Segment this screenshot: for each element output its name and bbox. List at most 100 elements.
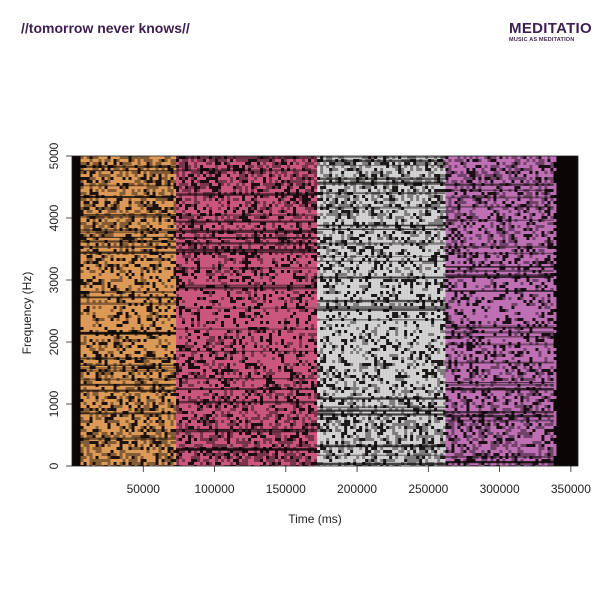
spectrogram-cell [176, 339, 180, 342]
spectrogram-cell [254, 246, 258, 249]
spectrogram-cell [167, 309, 171, 312]
spectrogram-cell [137, 279, 141, 282]
spectrogram-cell [200, 261, 204, 264]
spectrogram-cell [227, 309, 231, 312]
spectrogram-cell [140, 429, 144, 432]
spectrogram-cell [263, 399, 267, 402]
spectrogram-cell [119, 312, 123, 315]
spectrogram-cell [257, 222, 261, 225]
spectrogram-cell [188, 225, 192, 228]
spectrogram-cell [221, 462, 225, 465]
spectrogram-cell [194, 258, 198, 261]
spectrogram-cell [116, 246, 120, 249]
spectrogram-cell [116, 336, 120, 339]
spectrogram-cell [206, 294, 210, 297]
spectrogram-cell [176, 303, 180, 306]
spectrogram-cell [86, 345, 90, 348]
spectrogram-cell [251, 315, 255, 318]
spectrogram-cell [206, 222, 210, 225]
spectrogram-cell [83, 453, 87, 456]
spectrogram-cell [245, 393, 249, 396]
spectrogram-cell [146, 381, 150, 384]
spectrogram-cell [221, 345, 225, 348]
spectrogram-cell [161, 294, 165, 297]
spectrogram-cell [134, 324, 138, 327]
spectrogram-cell [98, 189, 102, 192]
spectrogram-cell [239, 405, 243, 408]
spectrogram-cell [173, 243, 177, 246]
spectrogram-cell [83, 321, 87, 324]
spectrogram-cell [251, 252, 255, 255]
spectrogram-cell [83, 393, 87, 396]
spectrogram-cell [197, 393, 201, 396]
spectrogram-cell [188, 360, 192, 363]
spectrogram-cell [254, 399, 258, 402]
spectrogram-cell [110, 336, 114, 339]
spectrogram-cell [215, 306, 219, 309]
spectrogram-cell [176, 210, 180, 213]
spectrogram-cell [242, 456, 246, 459]
spectrogram-cell [239, 414, 243, 417]
spectrogram-cell [215, 324, 219, 327]
spectrogram-cell [80, 354, 84, 357]
spectrogram-cell [179, 339, 183, 342]
spectrogram-cell [134, 405, 138, 408]
spectrogram-cell [116, 465, 120, 466]
spectrogram-cell [182, 297, 186, 300]
spectrogram-cell [143, 342, 147, 345]
spectrogram-cell [113, 315, 117, 318]
spectrogram-cell [242, 288, 246, 291]
spectrogram-cell [149, 225, 153, 228]
spectrogram-cell [128, 324, 132, 327]
spectrogram-cell [233, 405, 237, 408]
spectrogram-cell [224, 312, 228, 315]
spectrogram-cell [161, 225, 165, 228]
spectrogram-cell [212, 372, 216, 375]
spectrogram-cell [206, 201, 210, 204]
spectrogram-cell [197, 462, 201, 465]
spectrogram-cell [251, 402, 255, 405]
spectrogram-cell [170, 414, 174, 417]
spectrogram-cell [200, 198, 204, 201]
spectrogram-cell [131, 186, 135, 189]
spectrogram-cell [107, 303, 111, 306]
spectrogram-cell [263, 360, 267, 363]
spectrogram-cell [95, 267, 99, 270]
spectrogram-cell [197, 357, 201, 360]
spectrogram-cell [155, 363, 159, 366]
spectrogram-cell [185, 444, 189, 447]
spectrogram-cell [206, 258, 210, 261]
spectrogram-cell [113, 318, 117, 321]
spectrogram-cell [140, 408, 144, 411]
spectrogram-cell [146, 312, 150, 315]
spectrogram-cell [185, 240, 189, 243]
spectrogram-cell [218, 330, 222, 333]
spectrogram-cell [221, 312, 225, 315]
spectrogram-cell [125, 372, 129, 375]
spectrogram-cell [188, 459, 192, 462]
spectrogram-cell [257, 330, 261, 333]
spectrogram-cell [239, 456, 243, 459]
spectrogram-cell [143, 240, 147, 243]
spectrogram-cell [170, 303, 174, 306]
spectrogram-cell [95, 372, 99, 375]
spectrogram-cell [218, 219, 222, 222]
spectrogram-cell [194, 321, 198, 324]
spectrogram-cell [164, 345, 168, 348]
spectrogram-cell [236, 300, 240, 303]
spectrogram-cell [173, 420, 177, 423]
spectrogram-cell [113, 162, 117, 165]
spectrogram-cell [80, 225, 84, 228]
spectrogram-cell [248, 423, 252, 426]
spectrogram-cell [236, 273, 240, 276]
spectrogram-cell [104, 306, 108, 309]
spectrogram-cell [155, 207, 159, 210]
spectrogram-cell [137, 363, 141, 366]
spectrogram-cell [89, 246, 93, 249]
spectrogram-cell [224, 450, 228, 453]
spectrogram-cell [149, 285, 153, 288]
spectrogram-cell [119, 339, 123, 342]
spectrogram-cell [101, 444, 105, 447]
spectrogram-cell [131, 450, 135, 453]
spectrogram-cell [83, 297, 87, 300]
